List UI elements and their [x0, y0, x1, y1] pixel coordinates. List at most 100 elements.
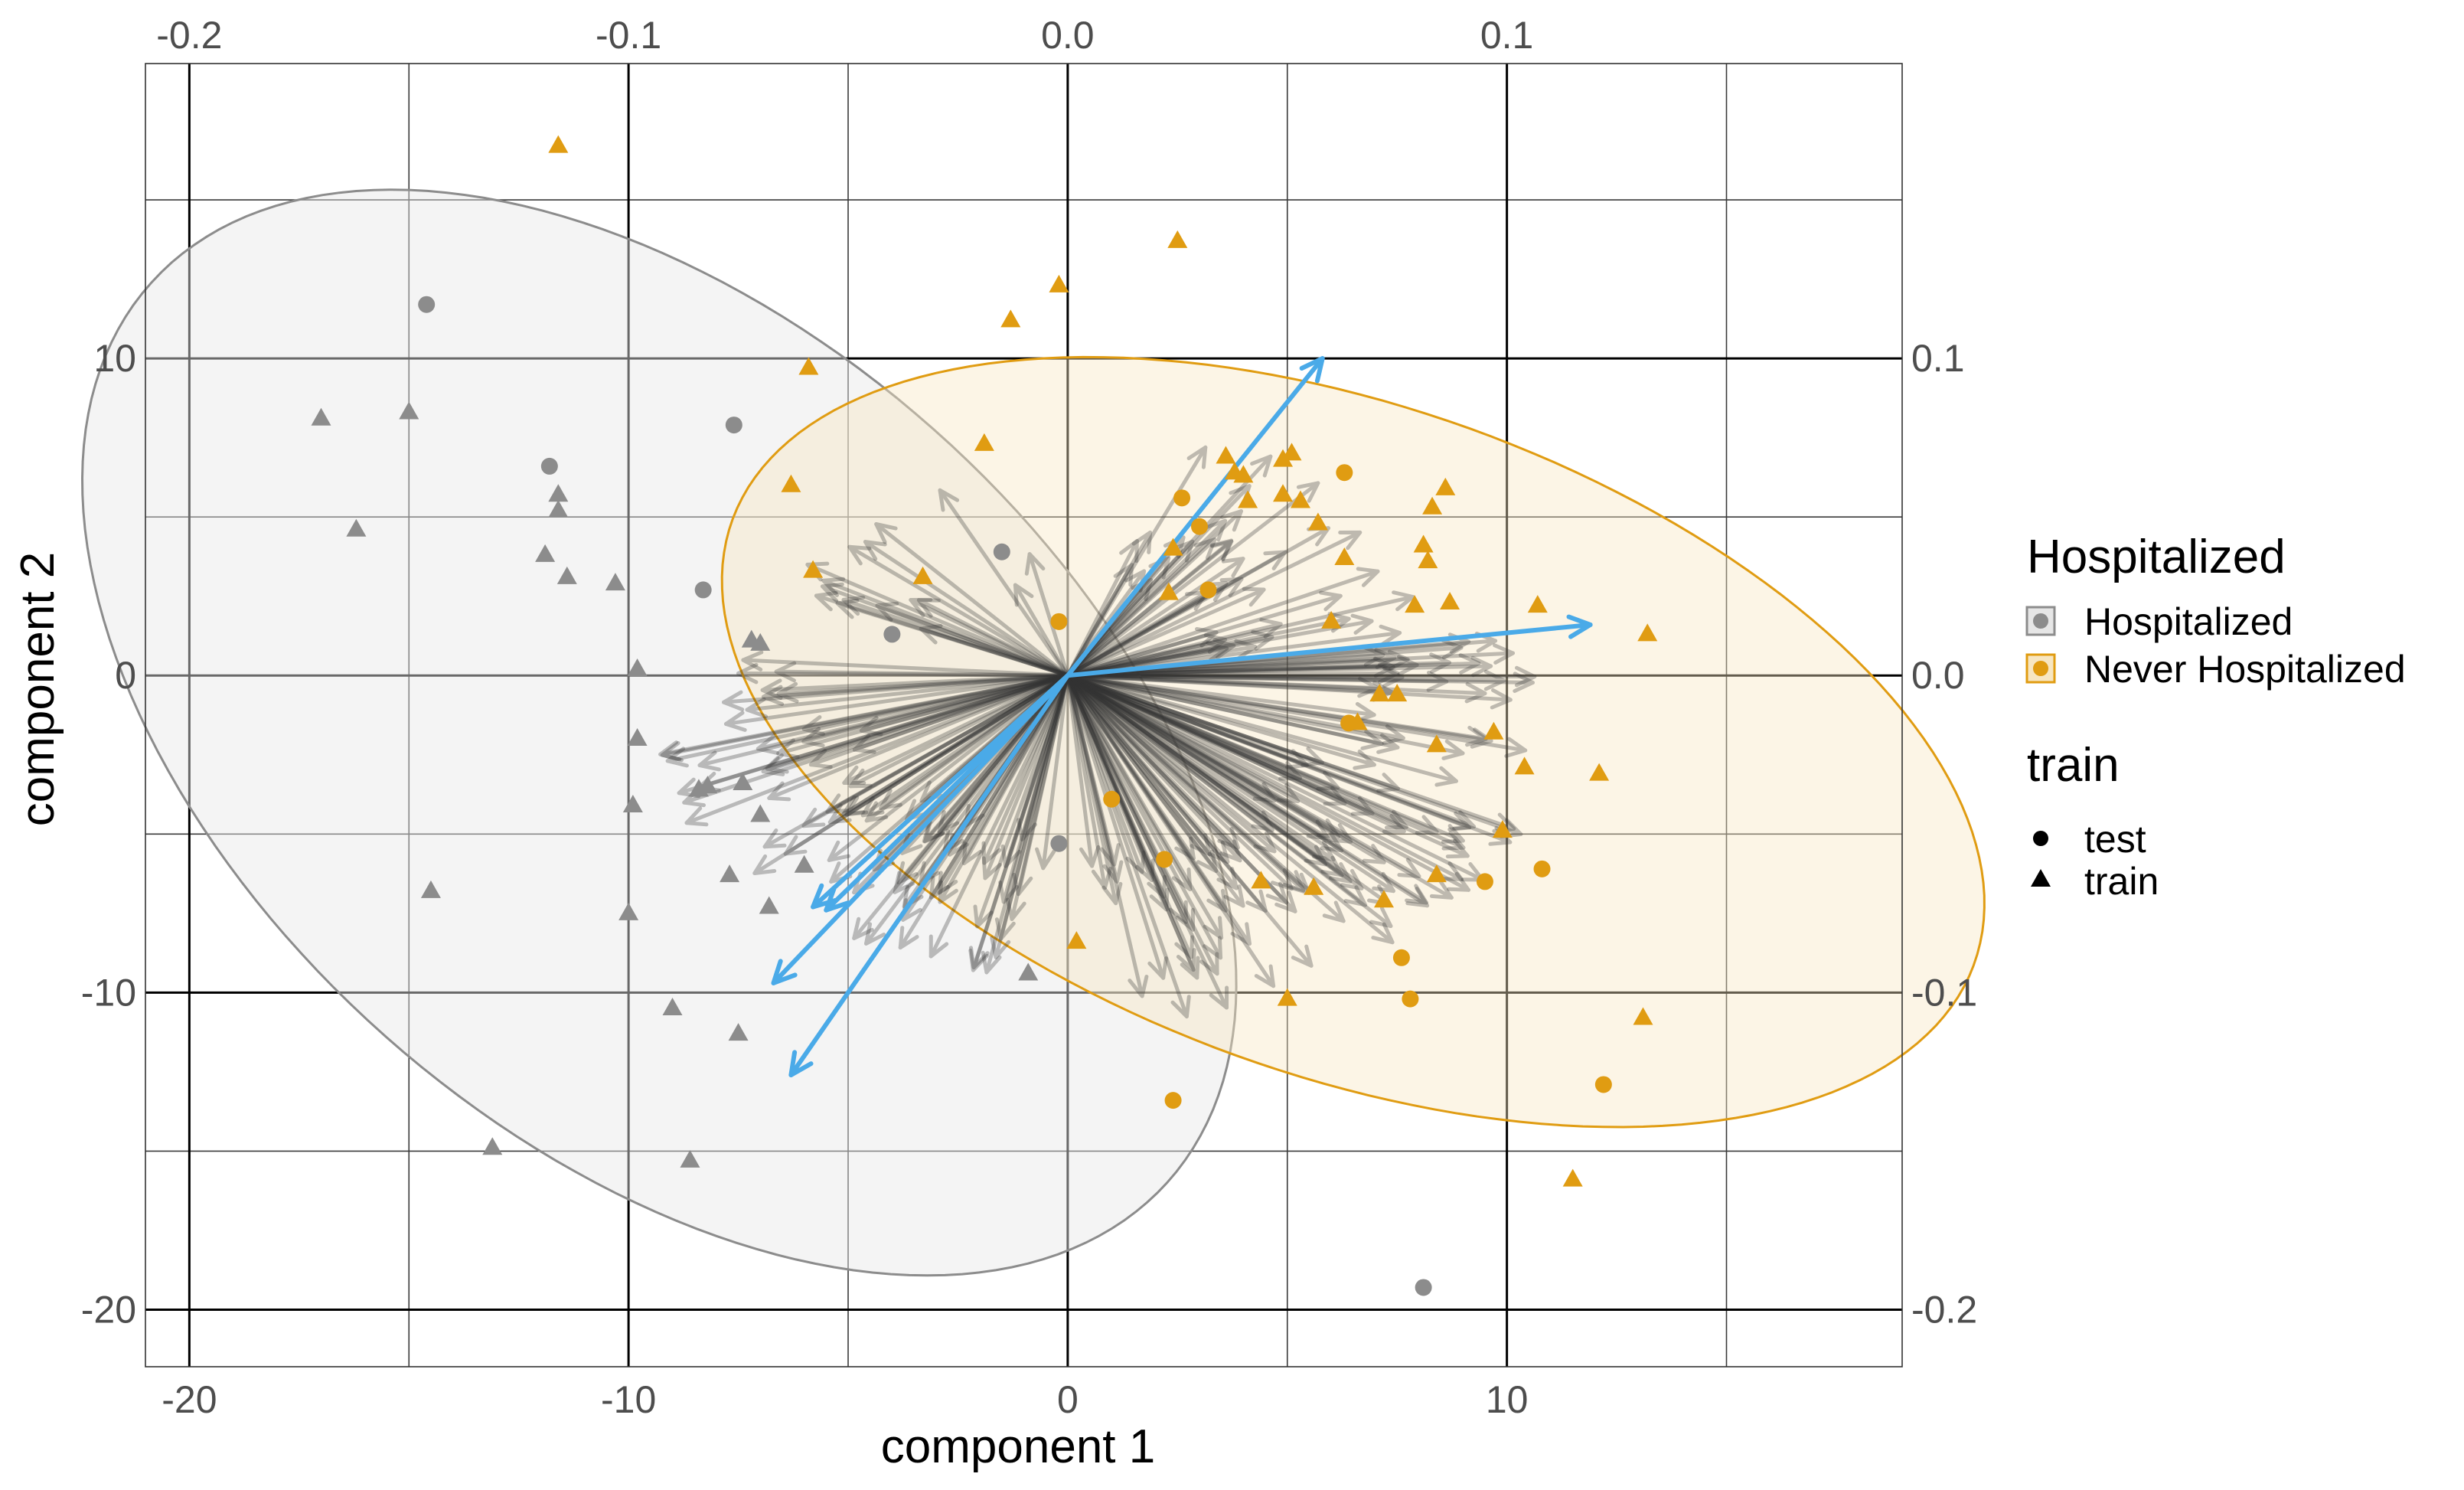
loading-arrow-shaft — [1066, 445, 1208, 678]
point-never-hospitalized-train — [1426, 734, 1447, 753]
loading-arrow — [847, 544, 1070, 678]
loading-arrow-head — [1369, 906, 1393, 928]
loading-arrow-head — [1131, 531, 1153, 554]
loading-arrow-head — [767, 781, 791, 802]
point-never-hospitalized-test — [1103, 790, 1121, 808]
loading-arrow-shaft — [1066, 673, 1344, 877]
loading-arrow-shaft — [1066, 673, 1223, 960]
loading-arrow-shaft — [1066, 673, 1454, 900]
loading-arrow — [1066, 673, 1229, 1010]
loading-arrow — [1066, 673, 1155, 883]
loading-arrow-head — [928, 875, 950, 900]
loading-arrow-shaft — [697, 673, 1070, 767]
loading-arrow-head — [841, 795, 866, 816]
point-never-hospitalized-train — [1273, 449, 1294, 467]
loading-arrow-head — [1216, 867, 1239, 890]
loading-arrow-shaft — [1066, 673, 1470, 858]
loading-arrow-shaft — [1066, 673, 1154, 883]
loading-arrow — [879, 673, 1070, 810]
loading-arrow-head — [724, 711, 747, 732]
loading-arrow-shaft — [1066, 660, 1451, 678]
point-never-hospitalized-train — [1321, 610, 1342, 629]
legend-circle-icon — [2033, 831, 2048, 846]
loading-arrow-shaft — [961, 673, 1070, 866]
loading-arrow-shaft — [1066, 673, 1144, 998]
loading-arrow — [1066, 673, 1149, 998]
loading-arrow-shaft — [994, 673, 1070, 959]
loading-arrow-shaft — [1066, 593, 1343, 678]
loading-arrow-head — [848, 768, 873, 789]
loading-arrow — [1066, 673, 1395, 945]
point-hospitalized-train — [535, 544, 556, 562]
loading-arrow — [1066, 673, 1240, 850]
loading-arrow — [1066, 673, 1353, 884]
loading-arrow-shaft — [1066, 671, 1400, 678]
loading-arrow-shaft — [1066, 616, 1351, 678]
loading-arrow-shaft — [928, 673, 1070, 959]
point-never-hospitalized-train — [912, 566, 933, 584]
loading-arrow — [1066, 673, 1268, 913]
loading-arrow-shaft — [1066, 664, 1493, 678]
loading-arrow-shaft — [860, 673, 1070, 818]
loading-arrow-shaft — [1066, 673, 1449, 684]
loading-arrow-head — [1405, 884, 1428, 905]
loading-arrow-shaft — [801, 673, 1070, 828]
loading-arrow — [1066, 673, 1219, 976]
loading-arrow — [896, 673, 1070, 884]
loading-arrow-head — [1374, 648, 1397, 669]
loading-arrow-head — [827, 840, 851, 862]
loading-arrow-head — [937, 871, 958, 895]
loading-arrow-shaft — [1066, 673, 1394, 694]
point-hospitalized-test — [418, 296, 436, 313]
loading-arrow — [1066, 662, 1400, 685]
loading-arrow-shaft — [827, 673, 1070, 825]
loading-arrow-shaft — [665, 673, 1070, 763]
y-axis-title: component 2 — [11, 552, 64, 826]
loading-arrow — [916, 598, 1070, 678]
loading-arrow-head — [658, 740, 682, 762]
right-axis-ticks: 0.1 0.0 -0.1 -0.2 — [1911, 337, 1977, 1331]
loading-arrow-shaft — [1066, 635, 1274, 678]
loading-arrow-shaft — [1066, 673, 1368, 907]
loading-arrow-shaft — [827, 673, 1070, 862]
loading-arrow-head — [801, 807, 826, 828]
loading-arrow-shaft — [1066, 673, 1523, 836]
point-never-hospitalized-train — [1369, 684, 1390, 702]
loading-arrow-shaft — [848, 673, 1070, 789]
loading-arrow — [1066, 673, 1101, 868]
loading-arrow-shaft — [1066, 673, 1376, 717]
loading-arrow-head — [893, 871, 915, 894]
loading-arrow-shaft — [928, 673, 1070, 900]
legend-label-never-hospitalized: Never Hospitalized — [2084, 648, 2406, 691]
point-never-hospitalized-train — [1418, 551, 1438, 569]
loading-arrow — [808, 673, 1070, 770]
loading-arrow — [1066, 627, 1219, 678]
point-hospitalized-train — [750, 804, 771, 822]
y-axis-ticks: -20 -10 0 10 — [81, 337, 136, 1331]
point-hospitalized-train — [622, 795, 643, 813]
loading-arrow-shaft — [1066, 563, 1134, 678]
loading-arrow-head — [697, 750, 721, 772]
loading-arrow-head — [761, 756, 785, 776]
loading-arrow-head — [1230, 922, 1252, 946]
loading-arrow — [1066, 557, 1245, 678]
loading-arrow-head — [1168, 900, 1188, 924]
loading-arrow-shaft — [1066, 673, 1324, 765]
top-axis-ticks: -0.2 -0.1 0.0 0.1 — [156, 14, 1533, 57]
point-hospitalized-train — [1018, 962, 1039, 981]
loading-arrow — [820, 582, 1070, 678]
point-never-hospitalized-train — [1405, 595, 1425, 613]
loading-arrow — [1066, 673, 1375, 816]
loading-arrow-shaft — [1066, 673, 1117, 867]
loading-arrow — [1066, 656, 1395, 678]
loading-arrow-head — [973, 904, 994, 929]
loading-arrow — [1066, 673, 1309, 770]
loading-arrow-shaft — [1066, 673, 1439, 834]
point-never-hospitalized-train — [1373, 890, 1394, 908]
point-never-hospitalized-train — [1426, 864, 1447, 883]
loading-arrow — [697, 673, 1070, 772]
loading-arrow-head — [1441, 739, 1465, 760]
point-never-hospitalized-train — [1290, 490, 1310, 508]
loading-arrow — [1012, 673, 1070, 897]
loading-arrow — [1066, 673, 1513, 710]
